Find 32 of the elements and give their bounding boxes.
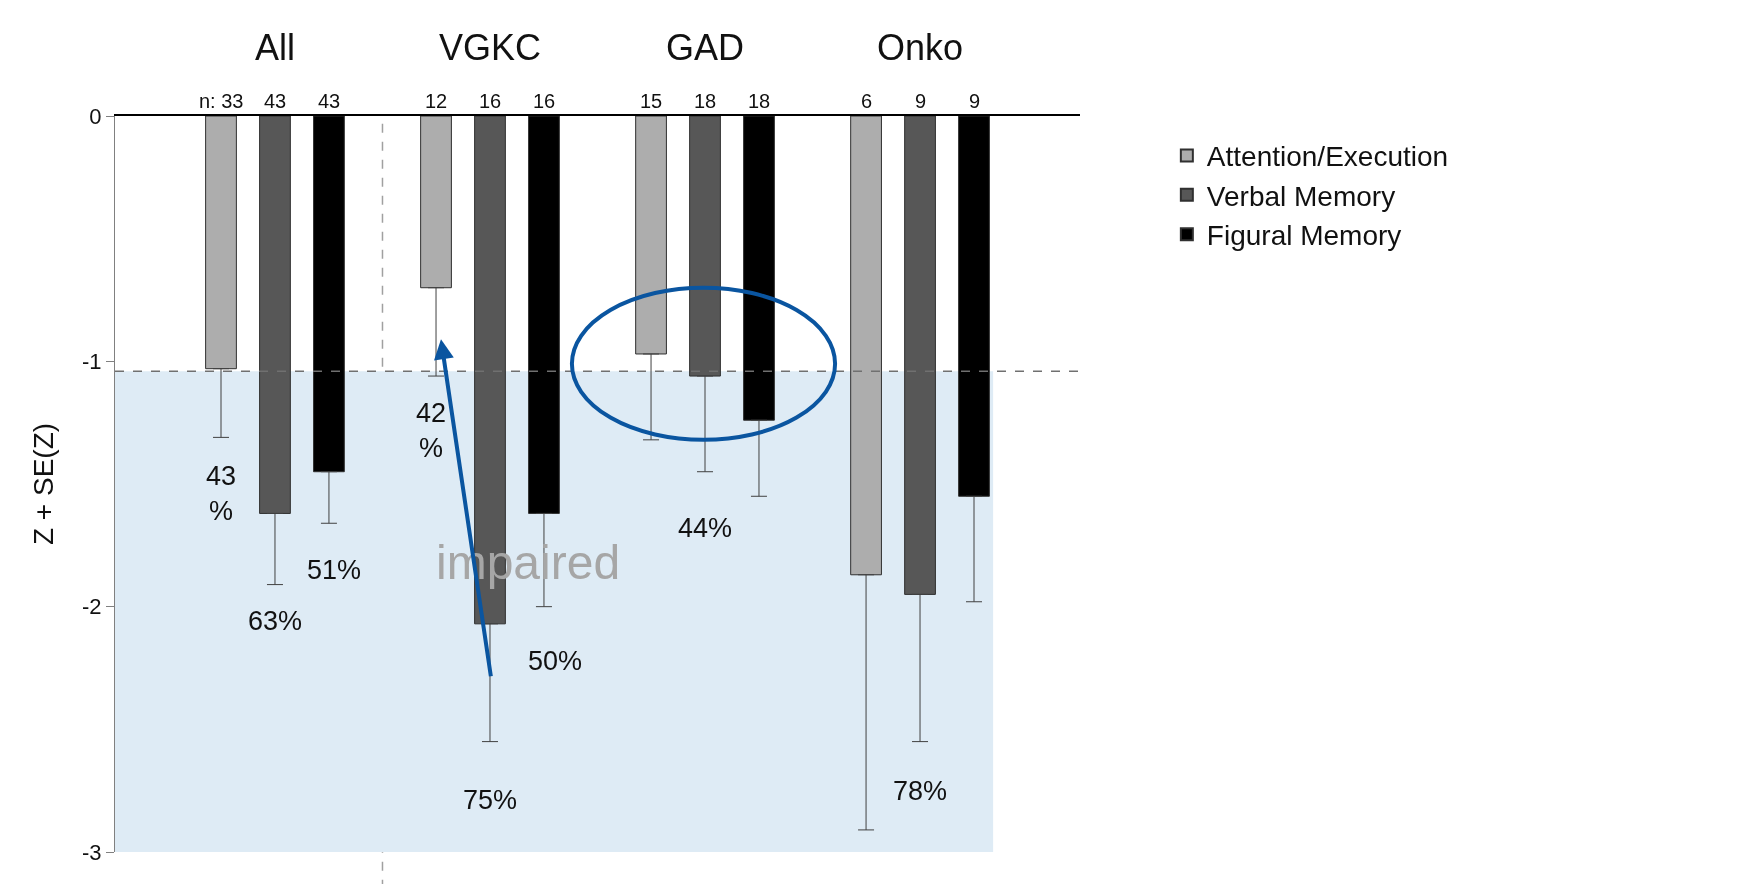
annotation: 18 [694, 90, 717, 112]
x-tick-label: GAD [666, 26, 745, 68]
annotation: n: 33 [199, 90, 244, 112]
x-tick-label: VGKC [438, 26, 542, 68]
annotation: 6 [861, 90, 873, 112]
annotation: 12 [425, 90, 448, 112]
annotation: 16 [533, 90, 556, 112]
annotation: 50% [528, 646, 583, 676]
y-axis-title: Z + SE(Z) [27, 422, 59, 546]
annotation: 16 [479, 90, 502, 112]
annotation: 9 [915, 90, 927, 112]
legend-label: Figural Memory [1206, 220, 1402, 252]
annotation: 18 [748, 90, 771, 112]
x-tick-label: All [254, 26, 295, 68]
annotation: 43 [264, 90, 287, 112]
y-tick-label: -1 [82, 349, 102, 375]
annotation: 43 % [206, 461, 237, 527]
annotation: 44% [678, 513, 733, 543]
y-tick-label: 0 [89, 103, 102, 129]
legend-label: Verbal Memory [1206, 180, 1396, 212]
annotation: 51% [307, 555, 362, 585]
annotation: 15 [640, 90, 663, 112]
annotation: 78% [893, 776, 948, 806]
annotation: 9 [969, 90, 981, 112]
annotation: 42 % [416, 398, 447, 464]
annotation: 63% [248, 606, 303, 636]
annotation: 75% [463, 785, 518, 815]
y-tick-label: -3 [82, 839, 102, 865]
x-tick-label: Onko [877, 26, 964, 68]
legend-label: Attention/Execution [1206, 141, 1449, 173]
y-tick-label: -2 [82, 594, 102, 620]
annotation: 43 [318, 90, 341, 112]
